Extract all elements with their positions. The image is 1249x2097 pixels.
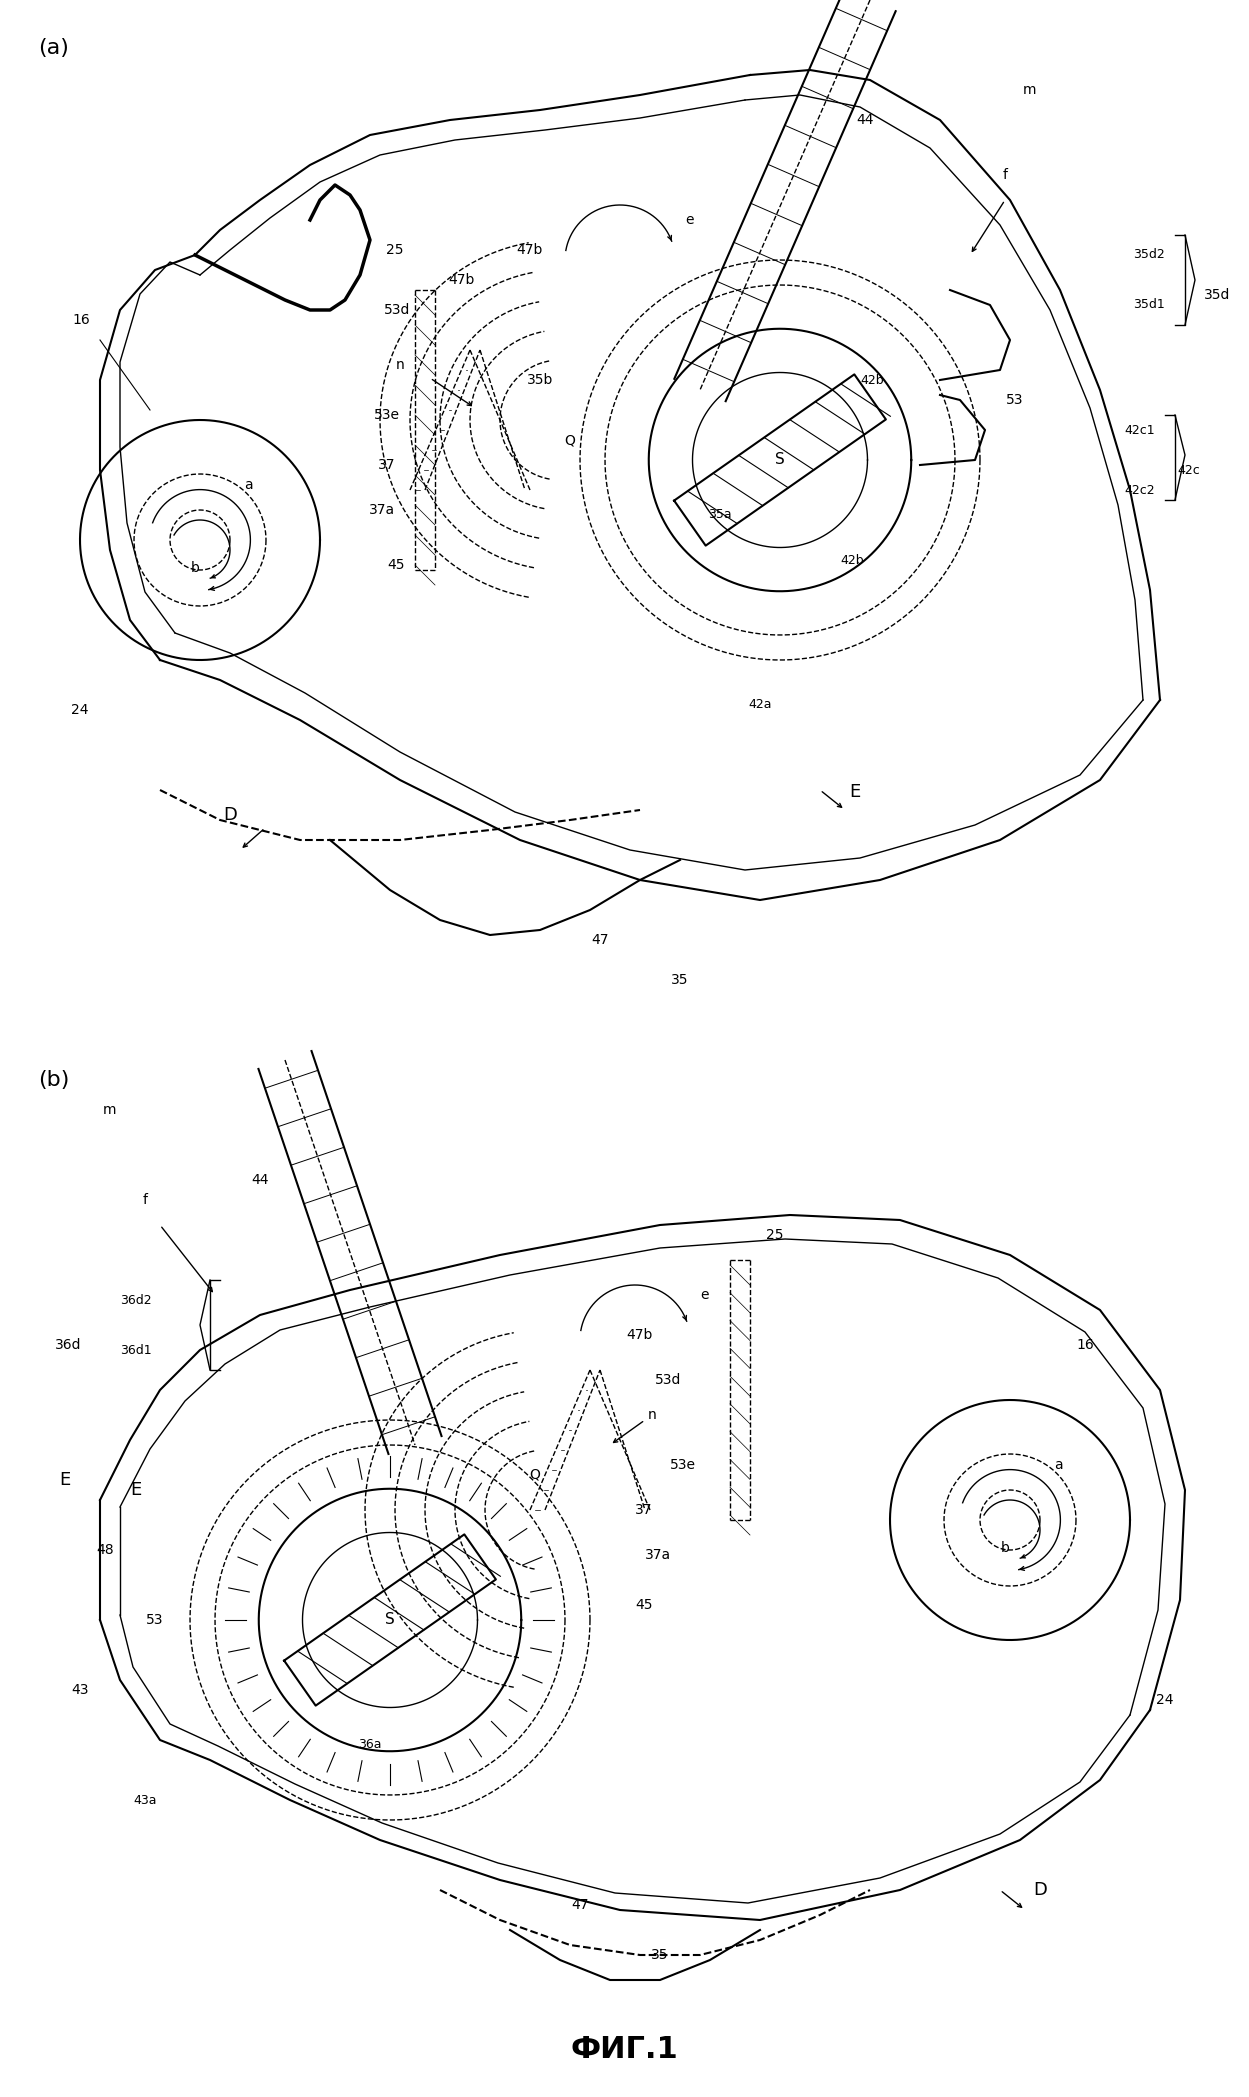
- Text: Q: Q: [530, 1468, 541, 1483]
- Text: 47: 47: [591, 933, 608, 948]
- Text: 37: 37: [377, 457, 395, 472]
- Text: 42c2: 42c2: [1124, 484, 1155, 497]
- Text: D: D: [224, 805, 237, 824]
- Text: E: E: [60, 1470, 71, 1489]
- Text: 43: 43: [71, 1684, 89, 1696]
- Text: 36a: 36a: [358, 1738, 382, 1751]
- Text: E: E: [849, 782, 861, 801]
- Text: 42a: 42a: [748, 698, 772, 711]
- Text: 37a: 37a: [644, 1548, 671, 1562]
- Text: 35d: 35d: [1204, 287, 1230, 302]
- Text: f: f: [1003, 168, 1008, 182]
- Text: b: b: [1000, 1541, 1009, 1556]
- Text: n: n: [396, 359, 405, 371]
- Text: 24: 24: [71, 702, 89, 717]
- Text: m: m: [104, 1103, 116, 1118]
- Text: m: m: [1023, 84, 1037, 96]
- Text: 47b: 47b: [627, 1327, 653, 1342]
- Text: 35: 35: [671, 973, 688, 988]
- Text: 47b: 47b: [517, 243, 543, 258]
- Text: 25: 25: [766, 1229, 784, 1241]
- Text: 37: 37: [634, 1504, 652, 1516]
- Text: 48: 48: [96, 1543, 114, 1556]
- Text: 35d2: 35d2: [1133, 250, 1165, 262]
- Text: 25: 25: [386, 243, 403, 258]
- Text: (a): (a): [37, 38, 69, 59]
- Text: 44: 44: [251, 1172, 269, 1187]
- Text: f: f: [142, 1193, 147, 1208]
- Text: 53d: 53d: [654, 1374, 682, 1386]
- Text: 45: 45: [387, 558, 405, 572]
- Text: b: b: [191, 562, 200, 575]
- Text: 44: 44: [857, 113, 874, 128]
- Text: 42b: 42b: [841, 554, 863, 566]
- Text: 36d: 36d: [55, 1338, 81, 1353]
- Text: 36d1: 36d1: [120, 1344, 151, 1357]
- Text: 47b: 47b: [448, 273, 475, 287]
- Text: S: S: [776, 453, 784, 468]
- Text: 53d: 53d: [383, 302, 410, 317]
- Text: 16: 16: [72, 312, 90, 327]
- Text: 53e: 53e: [373, 409, 400, 421]
- Text: a: a: [1054, 1457, 1063, 1472]
- Text: 53e: 53e: [669, 1457, 696, 1472]
- Text: ФИГ.1: ФИГ.1: [570, 2036, 678, 2066]
- Text: a: a: [244, 478, 252, 493]
- Text: 37a: 37a: [368, 503, 395, 518]
- Text: 24: 24: [1157, 1692, 1174, 1707]
- Text: e: e: [686, 214, 694, 226]
- Text: D: D: [1033, 1881, 1047, 1900]
- Text: 35a: 35a: [708, 507, 732, 522]
- Text: 53: 53: [146, 1613, 164, 1627]
- Text: 43a: 43a: [134, 1793, 157, 1806]
- Text: 42c: 42c: [1178, 463, 1200, 476]
- Text: S: S: [385, 1613, 395, 1627]
- Text: 45: 45: [634, 1598, 652, 1613]
- Text: 47: 47: [571, 1898, 588, 1912]
- Text: 42b: 42b: [861, 373, 883, 386]
- Text: e: e: [701, 1288, 709, 1302]
- Text: 35d1: 35d1: [1133, 298, 1165, 312]
- Text: 36d2: 36d2: [120, 1294, 151, 1306]
- Text: 35: 35: [651, 1948, 668, 1963]
- Text: 16: 16: [1077, 1338, 1094, 1353]
- Text: E: E: [130, 1480, 141, 1499]
- Text: n: n: [648, 1407, 657, 1422]
- Text: Q: Q: [565, 432, 576, 447]
- Text: (b): (b): [37, 1069, 70, 1090]
- Text: 42c1: 42c1: [1124, 424, 1155, 436]
- Text: 35b: 35b: [527, 373, 553, 388]
- Text: 53: 53: [1007, 392, 1024, 407]
